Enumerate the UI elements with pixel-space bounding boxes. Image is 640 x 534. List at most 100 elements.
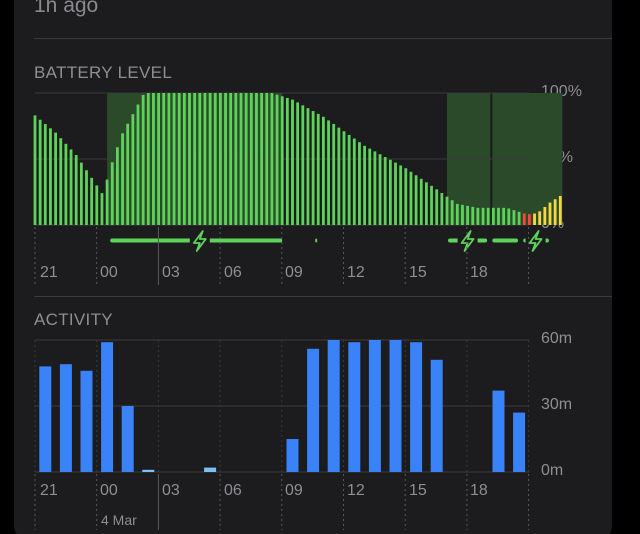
battery-level-bar	[558, 195, 562, 225]
battery-level-bar	[90, 177, 94, 225]
battery-level-bar	[543, 206, 547, 225]
battery-level-bar	[512, 210, 516, 225]
battery-level-bar	[49, 128, 52, 225]
battery-level-bar	[260, 93, 263, 225]
battery-level-bar	[409, 171, 413, 225]
activity-date-label: 4 Mar	[101, 512, 137, 528]
battery-x-label-09: 09	[285, 264, 303, 281]
battery-level-bar	[481, 207, 485, 225]
battery-level-bar	[177, 93, 181, 225]
battery-level-bar	[79, 162, 83, 225]
activity-bar	[327, 340, 340, 472]
activity-bar	[348, 342, 361, 472]
activity-bar	[142, 469, 155, 472]
battery-level-bar	[414, 175, 418, 225]
battery-level-bar	[548, 202, 552, 225]
battery-x-label-15: 15	[409, 264, 427, 281]
bolt-icon	[528, 230, 543, 252]
battery-level-bar	[69, 149, 73, 225]
battery-level-bar	[347, 134, 351, 225]
battery-level-bar	[368, 148, 372, 225]
battery-level-bar	[255, 93, 258, 225]
battery-level-bar	[419, 178, 423, 225]
battery-section-title: BATTERY LEVEL	[34, 63, 173, 82]
battery-level-bar	[301, 105, 305, 225]
activity-bar	[410, 342, 423, 472]
battery-level-bar	[146, 93, 150, 225]
battery-level-bar	[533, 213, 536, 225]
battery-level-bar	[517, 211, 521, 225]
battery-level-bar	[244, 93, 248, 225]
battery-level-bar	[74, 155, 78, 225]
battery-level-bar	[121, 133, 124, 225]
last-updated-label: 1h ago	[34, 0, 99, 17]
battery-level-bar	[430, 185, 433, 225]
battery-x-label-00: 00	[100, 264, 118, 281]
battery-level-bar	[285, 97, 289, 225]
battery-level-bar	[275, 94, 279, 226]
battery-level-bar	[100, 193, 104, 225]
battery-level-bar	[59, 138, 63, 225]
battery-level-bar	[85, 170, 88, 225]
activity-bar	[513, 412, 526, 472]
battery-x-label-18: 18	[470, 264, 488, 281]
activity-bar	[492, 390, 505, 472]
battery-level-bar	[522, 213, 526, 225]
battery-level-bar	[538, 211, 542, 225]
battery-level-bar	[486, 207, 490, 225]
battery-level-bar	[466, 205, 469, 225]
battery-level-bar	[306, 108, 310, 225]
battery-level-bar	[332, 124, 336, 225]
battery-level-bar	[188, 93, 191, 225]
charging-indicator-bar	[492, 238, 519, 243]
battery-level-bar	[322, 116, 325, 225]
bolt-icon-backdrop	[189, 230, 210, 252]
battery-level-bar	[425, 182, 428, 225]
battery-level-bar	[491, 207, 495, 225]
battery-level-bar	[136, 104, 140, 225]
activity-x-label-21: 21	[40, 482, 58, 499]
battery-level-bar	[528, 214, 531, 225]
activity-bar	[80, 370, 93, 472]
battery-level-bar	[461, 204, 464, 225]
battery-level-bar	[224, 93, 227, 225]
activity-section-title: ACTIVITY	[34, 310, 113, 329]
screen-edge	[612, 0, 640, 534]
battery-level-bar	[172, 93, 176, 225]
battery-x-label-06: 06	[224, 264, 242, 281]
bolt-icon	[192, 230, 207, 252]
battery-level-bar	[249, 93, 253, 225]
activity-bar	[286, 439, 299, 472]
battery-level-bar	[440, 192, 444, 225]
battery-level-bar	[352, 138, 356, 225]
activity-bar	[368, 340, 381, 472]
battery-level-bar	[203, 93, 207, 225]
activity-bar	[307, 348, 320, 472]
header-divider	[34, 38, 612, 39]
activity-bar	[204, 467, 217, 472]
activity-bar	[121, 406, 134, 472]
battery-level-bar	[33, 115, 37, 225]
battery-level-bar	[388, 159, 392, 225]
battery-level-bar	[110, 162, 114, 225]
battery-level-bar	[208, 93, 212, 225]
battery-x-label-03: 03	[162, 264, 180, 281]
activity-x-label-12: 12	[347, 482, 365, 499]
battery-level-bar	[193, 93, 197, 225]
charging-indicator-bar	[315, 238, 318, 243]
battery-level-bar	[311, 111, 315, 225]
battery-level-bar	[64, 143, 68, 225]
battery-level-bar	[131, 114, 135, 225]
battery-level-bar	[450, 200, 454, 225]
battery-level-bar	[162, 93, 166, 225]
section-divider	[34, 296, 612, 297]
activity-bar	[430, 359, 443, 472]
battery-level-bar	[157, 93, 160, 225]
battery-level-bar	[471, 206, 475, 225]
battery-level-bar	[105, 179, 109, 225]
battery-level-bar	[316, 113, 320, 225]
battery-level-bar	[234, 93, 238, 225]
activity-bar	[59, 364, 72, 472]
battery-level-bar	[141, 94, 145, 225]
